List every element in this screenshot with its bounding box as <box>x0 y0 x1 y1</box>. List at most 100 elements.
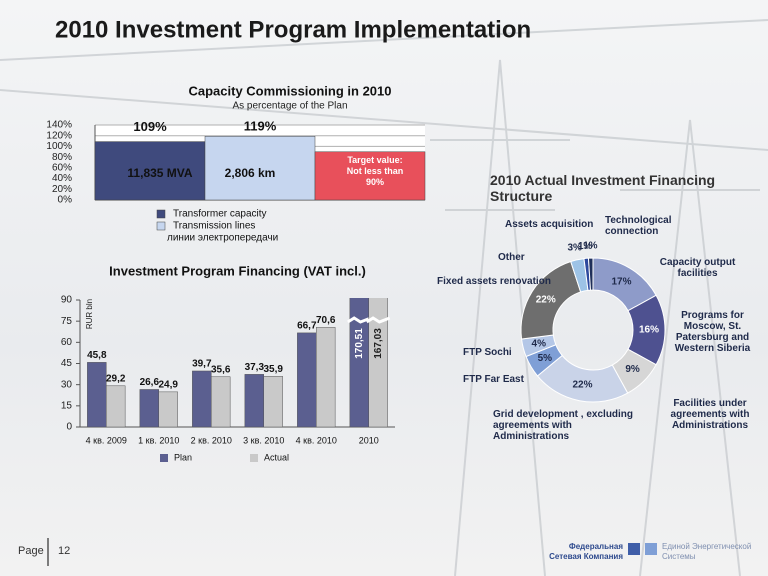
pie-value-label: 17% <box>611 276 631 287</box>
legend-swatch <box>156 221 166 231</box>
legend-label: Plan <box>174 452 192 462</box>
bar <box>106 385 126 427</box>
plot-area <box>80 300 395 427</box>
pie-slice <box>587 257 594 291</box>
power-line <box>0 89 768 151</box>
footer-page: Page <box>18 545 44 557</box>
pie-value-label: 9% <box>625 364 640 375</box>
legend-swatch <box>156 209 166 219</box>
bar <box>204 136 316 201</box>
y-tick-label: 90 <box>61 295 73 306</box>
y-tick-label: 120% <box>46 130 72 141</box>
bar <box>211 376 231 427</box>
bar <box>139 389 160 427</box>
value-label: 66,7 <box>297 321 317 332</box>
value-label: 167,03 <box>373 328 384 359</box>
chart-subtitle: As percentage of the Plan <box>232 101 347 112</box>
bar <box>192 370 212 427</box>
y-tick-label: 30 <box>61 379 73 390</box>
axis-break <box>347 316 372 324</box>
y-tick-label: 60% <box>52 162 72 173</box>
legend-swatch <box>250 454 258 462</box>
bar <box>87 362 107 427</box>
x-tick-label: 1 кв. 2010 <box>138 435 179 445</box>
x-tick-label: 4 кв. 2010 <box>296 435 337 445</box>
bar <box>316 327 336 427</box>
y-tick-label: 80% <box>52 152 72 163</box>
value-label: 24,9 <box>158 380 178 391</box>
legend-swatch <box>160 454 168 462</box>
axis-break <box>365 316 391 324</box>
tower <box>639 119 741 576</box>
pie-value-label: 16% <box>639 325 659 336</box>
pie-category: Fixed assets renovation <box>437 276 551 287</box>
value-label: 35,6 <box>211 364 231 375</box>
bar <box>158 391 178 427</box>
pie-category: Grid development , excluding agreements … <box>493 409 634 442</box>
legend-label: Transmission lines <box>173 221 255 232</box>
pie-title: 2010 Actual Investment Financing Structu… <box>490 172 716 204</box>
tower <box>454 59 546 576</box>
pie-value-label: 3% <box>567 243 582 254</box>
background-towers <box>0 19 768 576</box>
value-label: 109% <box>133 119 167 134</box>
bar <box>349 298 370 427</box>
logo <box>628 543 640 555</box>
bar-annotation: 2,806 km <box>225 166 276 180</box>
value-label: 70,6 <box>316 315 336 326</box>
value-label: 29,2 <box>106 373 126 384</box>
bar-annotation: 11,835 MVA <box>127 166 192 180</box>
legend-label: Transformer capacity <box>173 209 267 220</box>
pie-value-label: 1% <box>583 241 598 252</box>
value-label: 45,8 <box>87 350 107 361</box>
y-tick-label: 100% <box>46 141 72 152</box>
bar <box>244 374 265 427</box>
y-tick-label: 140% <box>46 120 72 131</box>
y-tick-label: 20% <box>52 184 72 195</box>
power-line <box>0 19 768 61</box>
pie-value-label: 4% <box>532 339 547 350</box>
y-tick-label: 0% <box>58 195 73 206</box>
value-label: 35,9 <box>263 364 283 375</box>
pie-value-label: 22% <box>572 380 592 391</box>
pie-category: Programs for Moscow, St. Patersburg and … <box>674 310 751 354</box>
chart-title: Capacity Commissioning in 2010 <box>188 83 391 98</box>
legend-label: Actual <box>264 452 289 462</box>
chart-title: Investment Program Financing (VAT incl.) <box>109 263 366 278</box>
value-label: 170,51 <box>354 328 365 359</box>
pie-category: Technological connection <box>605 215 672 237</box>
value-label: 37,3 <box>245 362 265 373</box>
target-bar <box>314 151 426 201</box>
logo <box>645 543 657 555</box>
pie-value-label: 1% <box>578 241 593 252</box>
bar <box>297 332 317 427</box>
legend-label: линии электропередачи <box>167 233 278 244</box>
pie-category: Facilities under agreements with Adminis… <box>670 398 750 431</box>
y-axis-label: RUR bln <box>85 299 94 329</box>
y-tick-label: 40% <box>52 173 72 184</box>
y-tick-label: 0 <box>66 422 72 433</box>
target-label: Target value: Not less than 90% <box>346 154 404 187</box>
value-label: 26,6 <box>140 377 160 388</box>
y-tick-label: 45 <box>61 358 73 369</box>
x-tick-label: 2 кв. 2010 <box>191 435 232 445</box>
pie-category: Other <box>498 252 525 263</box>
pie-value-label: 22% <box>536 295 556 306</box>
x-tick-label: 3 кв. 2010 <box>243 435 284 445</box>
x-tick-label: 2010 <box>359 435 379 445</box>
y-tick-label: 15 <box>61 400 73 411</box>
slide-title: 2010 Investment Program Implementation <box>55 16 531 43</box>
bar <box>94 141 206 201</box>
value-label: 39,7 <box>192 359 212 370</box>
pie-category: FTP Sochi <box>463 347 512 358</box>
x-tick-label: 4 кв. 2009 <box>86 435 127 445</box>
value-label: 119% <box>244 119 277 134</box>
pie-category: Capacity output facilities <box>659 257 736 279</box>
footer-number: 12 <box>58 545 70 557</box>
footer-company: Единой Энергетической Системы <box>662 542 752 561</box>
y-tick-label: 75 <box>61 316 73 327</box>
pie-category: FTP Far East <box>463 374 524 385</box>
footer-company: Федеральная Сетевая Компания <box>549 542 623 561</box>
y-tick-label: 60 <box>61 337 73 348</box>
